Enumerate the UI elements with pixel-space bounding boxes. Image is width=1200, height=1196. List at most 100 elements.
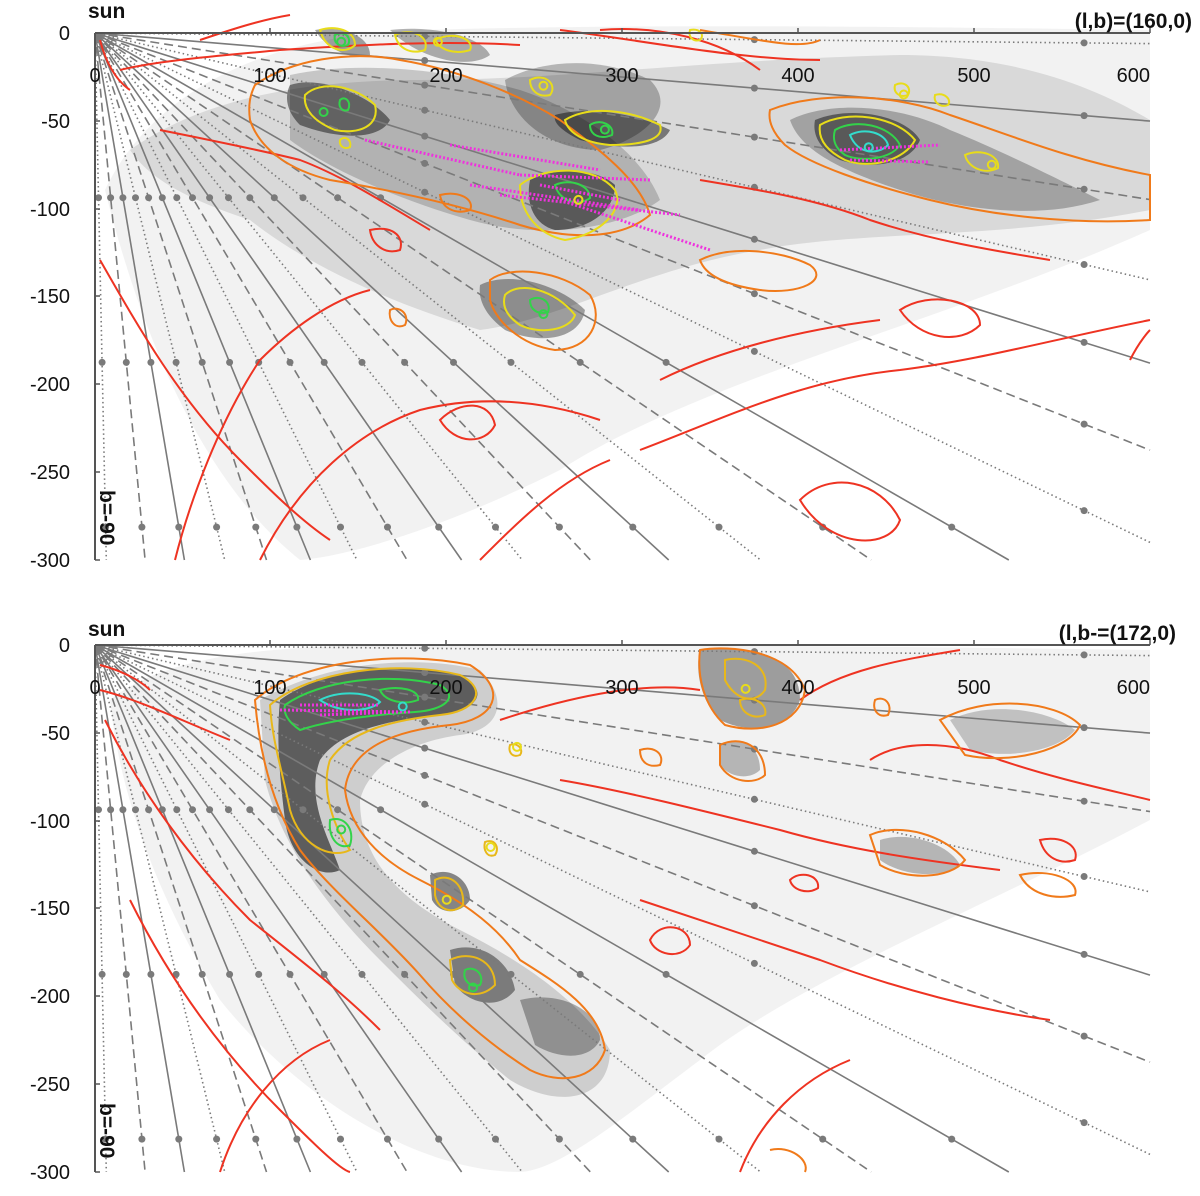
y-tick-label: -250 bbox=[30, 462, 70, 484]
distance-marker bbox=[358, 970, 366, 978]
sight-line bbox=[94, 644, 146, 1173]
dust-cloud-cores bbox=[336, 683, 751, 993]
sight-line bbox=[94, 32, 226, 561]
distance-marker bbox=[1080, 261, 1088, 268]
distance-marker bbox=[337, 523, 344, 531]
distance-marker bbox=[1080, 797, 1088, 805]
distance-marker bbox=[492, 1135, 499, 1143]
distance-marker bbox=[629, 1135, 637, 1143]
distance-marker bbox=[102, 523, 110, 531]
x-tick-labels: 0 100 200 300 400 500 600 bbox=[89, 677, 1150, 699]
x-tick-label: 600 bbox=[1117, 677, 1150, 699]
distance-marker bbox=[198, 358, 206, 366]
distance-marker bbox=[138, 523, 146, 531]
sight-line bbox=[94, 644, 1151, 657]
dust-cloud-core bbox=[863, 142, 874, 153]
contours-cyan bbox=[848, 130, 890, 153]
axis-ticks bbox=[95, 640, 1151, 1173]
sight-line bbox=[94, 32, 591, 561]
sight-line bbox=[94, 644, 226, 1173]
distance-marker bbox=[715, 523, 723, 531]
distance-marker bbox=[132, 194, 139, 202]
velocity-vectors bbox=[364, 138, 941, 252]
dust-cloud-core bbox=[740, 683, 751, 694]
sight-line bbox=[94, 644, 186, 1173]
distance-marker bbox=[145, 806, 153, 814]
sight-line bbox=[94, 32, 1151, 544]
y-tick-label: -100 bbox=[30, 199, 70, 221]
sight-line bbox=[94, 644, 408, 1173]
y-tick-label: -150 bbox=[30, 286, 70, 308]
distance-marker bbox=[750, 847, 758, 855]
sun-label: sun bbox=[88, 618, 125, 641]
sight-line bbox=[94, 644, 1151, 734]
distance-marker bbox=[421, 718, 429, 726]
sight-line bbox=[94, 32, 762, 561]
distance-marker bbox=[1080, 112, 1088, 120]
distance-marker bbox=[206, 194, 214, 202]
distance-marker bbox=[435, 1135, 443, 1143]
distance-marker bbox=[1080, 338, 1088, 346]
dust-cloud-core bbox=[485, 842, 496, 852]
dust-cloud-core bbox=[336, 824, 347, 835]
distance-marker bbox=[750, 84, 758, 92]
sight-line bbox=[94, 32, 408, 561]
distance-marker bbox=[1080, 724, 1088, 732]
sight-line bbox=[94, 644, 670, 1173]
contours-orange bbox=[248, 29, 1151, 352]
distance-marker bbox=[492, 523, 499, 531]
distance-marker bbox=[252, 523, 260, 531]
distance-marker bbox=[337, 1135, 344, 1143]
distance-marker bbox=[421, 57, 429, 64]
y-tick-labels: 0 -50 -100 -150 -200 -250 -300 bbox=[30, 23, 70, 572]
dust-cloud-core bbox=[538, 309, 549, 320]
distance-marker bbox=[286, 970, 294, 978]
distance-marker bbox=[175, 523, 183, 531]
distance-marker bbox=[1080, 651, 1088, 659]
distance-marker bbox=[555, 523, 563, 531]
distance-marker bbox=[95, 806, 102, 814]
y-tick-label: 0 bbox=[59, 23, 70, 45]
sight-line bbox=[94, 644, 1151, 1156]
y-tick-label: -300 bbox=[30, 550, 70, 572]
y-tick-label: -150 bbox=[30, 898, 70, 920]
pole-label: b=-90 bbox=[95, 1103, 118, 1158]
distance-marker bbox=[213, 1135, 221, 1143]
distance-marker bbox=[948, 523, 956, 531]
x-tick-labels: 0 100 200 300 400 500 600 bbox=[89, 65, 1150, 87]
distance-marker bbox=[95, 194, 102, 202]
sight-line bbox=[94, 644, 463, 1173]
distance-marker bbox=[320, 358, 328, 366]
x-tick-label: 500 bbox=[957, 65, 990, 87]
distance-marker bbox=[555, 1135, 563, 1143]
density-map bbox=[110, 645, 1150, 1172]
sight-line bbox=[94, 32, 872, 561]
distance-marker bbox=[225, 194, 232, 202]
distance-marker bbox=[1080, 950, 1088, 958]
distance-marker bbox=[421, 188, 429, 196]
x-tick-label: 300 bbox=[605, 677, 638, 699]
distance-marker bbox=[107, 806, 115, 814]
distance-marker bbox=[507, 358, 515, 366]
sight-line bbox=[94, 32, 146, 561]
x-tick-label: 100 bbox=[253, 677, 286, 699]
distance-marker bbox=[421, 81, 429, 89]
distance-marker bbox=[948, 1135, 956, 1143]
sight-line bbox=[94, 32, 1151, 281]
distance-marker bbox=[750, 235, 758, 243]
sight-line bbox=[94, 644, 872, 1173]
distance-marker bbox=[189, 806, 196, 814]
distance-marker bbox=[1080, 185, 1088, 193]
dust-cloud-core bbox=[573, 194, 584, 205]
line-of-sight-label: (l,b-=(172,0) bbox=[1059, 622, 1176, 645]
distance-marker bbox=[421, 744, 429, 752]
dust-cloud-core bbox=[538, 80, 549, 91]
distance-marker bbox=[819, 1135, 827, 1143]
contours-cyan bbox=[318, 692, 382, 711]
dust-cloud-core bbox=[986, 159, 997, 170]
distance-marker bbox=[286, 358, 294, 366]
distance-marker bbox=[435, 523, 443, 531]
distance-marker bbox=[421, 644, 429, 652]
distance-marker bbox=[299, 806, 307, 814]
distance-marker bbox=[119, 194, 127, 202]
